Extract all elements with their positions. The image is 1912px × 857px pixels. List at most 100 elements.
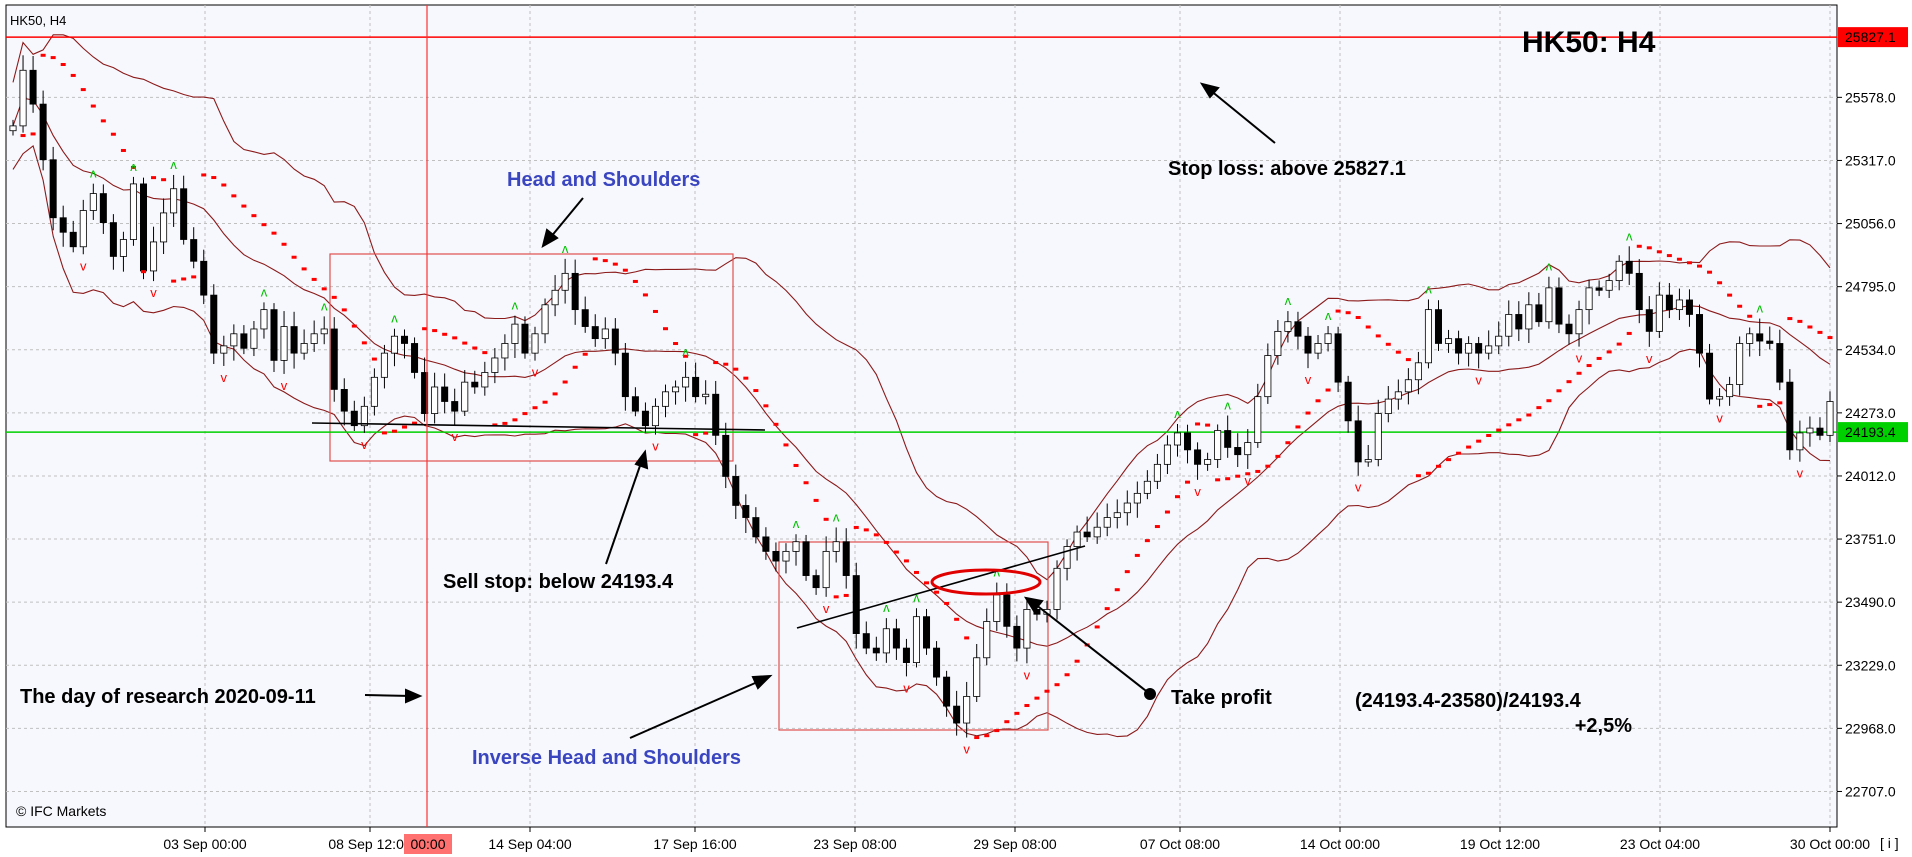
sar-dot [502, 421, 508, 425]
candle-body [1304, 335, 1312, 354]
fractal-down: v [451, 429, 458, 444]
scale-button[interactable]: [ i ] [1880, 835, 1899, 851]
price-tick-label: 24012.0 [1845, 468, 1896, 484]
sar-dot [40, 53, 46, 57]
candle-body [320, 328, 328, 335]
sar-dot [1446, 458, 1452, 462]
candle-body [9, 125, 17, 132]
candle-body [902, 647, 910, 663]
sar-dot [1496, 428, 1502, 432]
candle-body [1776, 343, 1784, 383]
candle-body [1053, 567, 1061, 610]
sar-dot [853, 525, 859, 529]
sar-dot [683, 354, 689, 358]
sar-dot [1526, 413, 1532, 417]
candle-body [712, 393, 720, 436]
candle-body [160, 212, 168, 243]
parabolic-sar [20, 53, 1833, 740]
stop-loss-arrow-head [1199, 82, 1220, 99]
sar-dot [1586, 364, 1592, 368]
fractal-up: ʌ [833, 509, 840, 524]
sar-dot [371, 357, 377, 361]
fractal-down: v [1305, 372, 1312, 387]
price-tick-label: 24534.0 [1845, 342, 1896, 358]
sell-stop-arrow [605, 459, 643, 565]
sar-dot [1014, 711, 1020, 715]
candle-body [641, 410, 649, 427]
sar-dot [1295, 425, 1301, 429]
sar-dot [1476, 439, 1482, 443]
candle-body [923, 616, 931, 649]
candle-body [933, 647, 941, 678]
candle-body [591, 326, 599, 340]
price-levels [6, 36, 1837, 433]
sar-dot [462, 341, 468, 345]
candle-body [1545, 287, 1553, 323]
fractal-up: ʌ [170, 157, 177, 172]
time-axis: 03 Sep 00:00 08 Sep 12:00 14 Sep 04:00 17 S… [163, 827, 1870, 854]
sar-dot [1024, 704, 1030, 708]
sar-dot [913, 570, 919, 574]
fractal-down: v [532, 365, 539, 380]
fractal-down: v [150, 285, 157, 300]
candle-body [782, 550, 790, 562]
inverse-head-shoulders-box [778, 541, 1049, 731]
candle-body [1224, 430, 1232, 448]
sar-dot [522, 412, 528, 416]
sar-dot [1626, 331, 1632, 335]
sar-dot [181, 277, 187, 281]
stop-loss-tag: 25827.1 [1845, 29, 1896, 45]
sar-dot [622, 268, 628, 272]
candle-body [1555, 287, 1563, 325]
fractal-down: v [361, 437, 368, 452]
fractal-up: ʌ [913, 590, 920, 605]
sar-dot [823, 517, 829, 521]
stop-loss-tag-bg [1838, 27, 1908, 48]
sar-dot [934, 590, 940, 594]
sar-dot [1255, 469, 1261, 473]
sell-stop-text: Sell stop: below 24193.4 [443, 571, 674, 593]
hs-arrow-head [541, 228, 559, 249]
bb-lower [12, 144, 1831, 738]
sar-dot [1606, 350, 1612, 354]
sar-dot [482, 351, 488, 355]
candle-body [1113, 512, 1121, 518]
candle-body [260, 309, 268, 330]
sar-dot [974, 736, 980, 740]
candle-body [822, 550, 830, 589]
sar-dot [241, 204, 247, 208]
stop-loss-text: Stop loss: above 25827.1 [1168, 158, 1406, 180]
sar-dot [1044, 689, 1050, 693]
sar-dot [321, 287, 327, 291]
fractal-down: v [221, 370, 228, 385]
sar-dot [1415, 474, 1421, 478]
sar-dot [703, 431, 709, 435]
fractal-down: v [1245, 473, 1252, 488]
sar-dot [1154, 525, 1160, 529]
sar-dot [873, 533, 879, 537]
sar-dot [1174, 495, 1180, 499]
fractal-up: ʌ [1626, 228, 1633, 243]
candle-body [200, 260, 208, 296]
candle-body [842, 541, 850, 576]
sar-dot [331, 295, 337, 299]
candle-body [240, 333, 248, 349]
sar-dot [30, 132, 36, 136]
candle-body [852, 575, 860, 634]
time-tick-label: 29 Sep 08:00 [973, 836, 1057, 852]
sar-dot [1034, 696, 1040, 700]
sar-dot [1335, 309, 1341, 313]
candle-body [521, 323, 529, 354]
head-shoulders-text: Head and Shoulders [507, 169, 700, 191]
candle-body [441, 386, 449, 402]
candle-body [230, 333, 238, 347]
candle-body [1535, 304, 1543, 323]
sar-dot [1195, 422, 1201, 426]
candle-body [310, 333, 318, 344]
sar-dot [351, 324, 357, 328]
fractal-down: v [1716, 410, 1723, 425]
sell-stop-arrow-head [634, 449, 649, 470]
sar-dot [1817, 330, 1823, 334]
candle-body [511, 323, 519, 344]
